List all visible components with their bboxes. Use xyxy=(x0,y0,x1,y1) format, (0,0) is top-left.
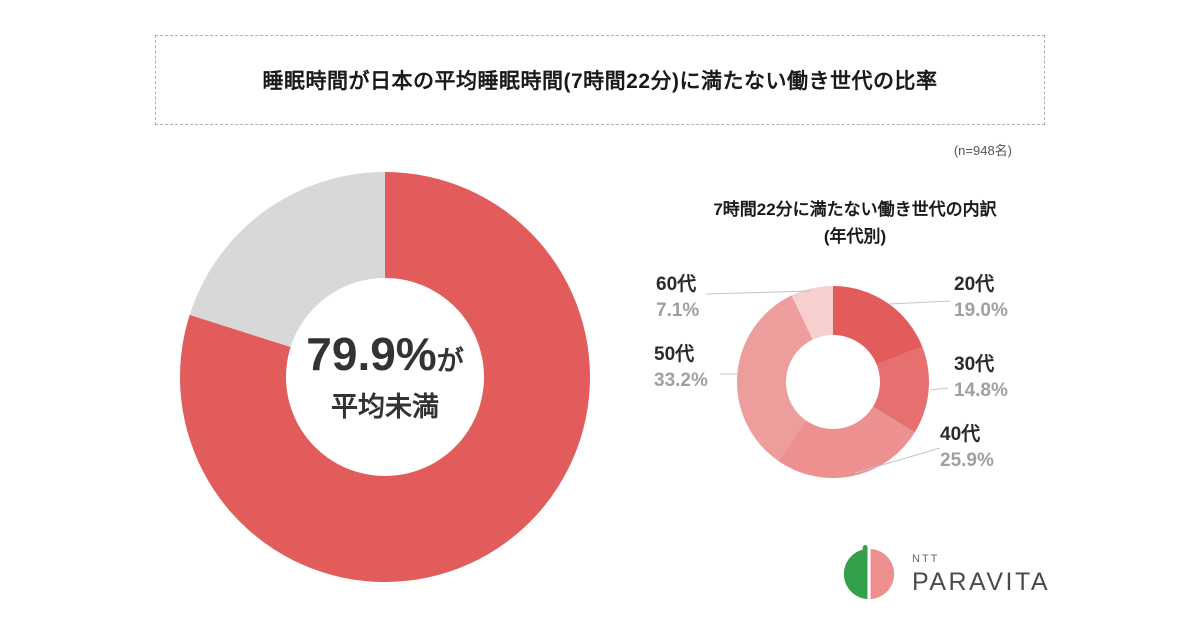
segment-label-60s: 60代 7.1% xyxy=(656,272,746,324)
donut-segment xyxy=(833,286,923,365)
leader-line-30s xyxy=(929,387,949,391)
segment-label-40s: 40代 25.9% xyxy=(940,422,1030,474)
breakdown-title: 7時間22分に満たない働き世代の内訳 (年代別) xyxy=(660,196,1050,250)
logo-icon-left-half xyxy=(843,548,869,600)
donut-segment xyxy=(189,172,385,347)
title-box: 睡眠時間が日本の平均睡眠時間(7時間22分)に満たない働き世代の比率 xyxy=(155,35,1045,125)
page-title: 睡眠時間が日本の平均睡眠時間(7時間22分)に満たない働き世代の比率 xyxy=(262,70,938,93)
company-logo: NTT PARAVITA xyxy=(840,545,1050,603)
breakdown-title-line1: 7時間22分に満たない働き世代の内訳 xyxy=(713,200,997,219)
logo-text: NTT PARAVITA xyxy=(912,552,1051,596)
donut-segment xyxy=(737,295,813,461)
segment-name: 40代 xyxy=(940,424,981,445)
segment-percentage: 7.1% xyxy=(656,300,700,321)
segment-label-50s: 50代 33.2% xyxy=(654,342,744,394)
center-percentage: 79.9% xyxy=(306,328,437,381)
donut-segment xyxy=(872,346,929,433)
center-label-line2: 平均未満 xyxy=(331,391,439,422)
logo-company-small: NTT xyxy=(912,552,940,565)
logo-icon-stem xyxy=(862,545,868,557)
main-donut-center-label: 79.9%が 平均未満 xyxy=(178,170,592,584)
donut-segment xyxy=(791,286,833,340)
center-label-line1: 79.9%が xyxy=(306,330,463,378)
segment-percentage: 25.9% xyxy=(940,450,994,471)
segment-percentage: 14.8% xyxy=(954,380,1008,401)
donut-segment xyxy=(180,172,590,582)
segment-name: 30代 xyxy=(954,354,995,375)
main-donut-svg xyxy=(180,172,590,582)
breakdown-donut-chart xyxy=(736,285,930,479)
main-donut-chart: 79.9%が 平均未満 xyxy=(178,170,592,584)
center-suffix: が xyxy=(436,346,464,377)
segment-name: 50代 xyxy=(654,344,695,365)
segment-name: 60代 xyxy=(656,274,697,295)
logo-icon xyxy=(843,545,895,602)
logo-company-large: PARAVITA xyxy=(912,567,1051,596)
logo-icon-right-half xyxy=(869,548,895,600)
segment-percentage: 33.2% xyxy=(654,370,708,391)
segment-label-20s: 20代 19.0% xyxy=(954,272,1044,324)
segment-name: 20代 xyxy=(954,274,995,295)
segment-percentage: 19.0% xyxy=(954,300,1008,321)
logo-icon-slit xyxy=(867,546,871,602)
segment-label-30s: 30代 14.8% xyxy=(954,352,1044,404)
sample-size-note: (n=948名) xyxy=(953,143,1012,158)
breakdown-donut-svg xyxy=(737,286,929,478)
breakdown-title-line2: (年代別) xyxy=(823,227,887,247)
